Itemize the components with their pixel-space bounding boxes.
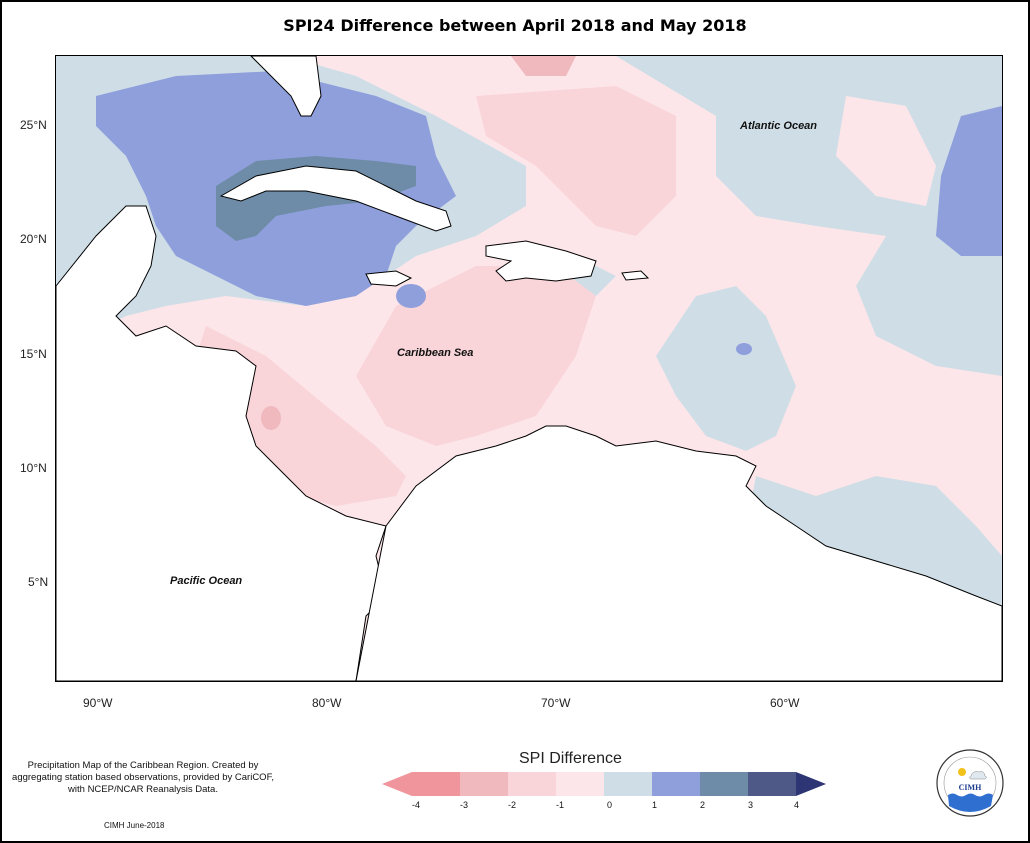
- legend-swatch: [556, 772, 604, 796]
- sun-icon: [958, 768, 966, 776]
- legend-tick: -1: [556, 800, 565, 810]
- lon-label-90w: 90°W: [83, 696, 113, 710]
- legend-tick: 2: [700, 800, 706, 810]
- lon-label-60w: 60°W: [770, 696, 800, 710]
- lat-label-5n: 5°N: [28, 575, 49, 589]
- waves-icon: [948, 793, 993, 812]
- spi-medium-blue-spot: [396, 284, 426, 308]
- atlantic-ocean-label: Atlantic Ocean: [740, 120, 818, 132]
- spi-pink-region: [356, 266, 596, 446]
- legend-swatch: [652, 772, 700, 796]
- legend-tick: -2: [508, 800, 517, 810]
- legend-swatch: [460, 772, 508, 796]
- legend-tick: 0: [607, 800, 613, 810]
- map-panel: [55, 55, 1003, 682]
- hispaniola-land: [485, 240, 597, 282]
- info-text: Precipitation Map of the Caribbean Regio…: [12, 760, 274, 795]
- lon-label-80w: 80°W: [312, 696, 342, 710]
- legend-arrow-left: [382, 772, 412, 796]
- florida-land: [250, 56, 322, 117]
- puerto-rico-land: [621, 270, 650, 281]
- spi-pink-region: [476, 86, 676, 236]
- logo-text: CIMH: [959, 783, 982, 792]
- spi-light-pink-region: [836, 96, 936, 206]
- lon-label-70w: 70°W: [541, 696, 571, 710]
- spi-medium-blue-spot: [736, 343, 752, 355]
- legend-tick: -4: [412, 800, 421, 810]
- spi-pink-region: [511, 56, 576, 76]
- legend-tick: -3: [460, 800, 469, 810]
- jamaica-land: [365, 270, 413, 287]
- legend-arrow-right: [796, 772, 826, 796]
- credit-text: CIMH June-2018: [104, 821, 165, 830]
- legend-tick: 1: [652, 800, 658, 810]
- caribbean-sea-label: Caribbean Sea: [397, 347, 474, 359]
- legend-colorbar: [382, 772, 826, 796]
- map-svg: [56, 56, 1002, 681]
- spi-pink-spot: [261, 406, 281, 430]
- spi-medium-blue-region: [936, 106, 1002, 256]
- legend-tick: 4: [794, 800, 800, 810]
- lat-label-25n: 25°N: [20, 118, 47, 132]
- lat-label-20n: 20°N: [20, 232, 47, 246]
- spi-light-blue-region: [656, 286, 796, 451]
- pacific-ocean-label: Pacific Ocean: [170, 575, 243, 587]
- lat-label-15n: 15°N: [20, 347, 47, 361]
- legend-swatch: [412, 772, 460, 796]
- south-america-land: [355, 425, 1002, 681]
- map-title: SPI24 Difference between April 2018 and …: [283, 16, 747, 35]
- cuba-land: [219, 165, 452, 232]
- cloud-icon: [969, 771, 987, 780]
- legend-swatch: [700, 772, 748, 796]
- legend-tick: 3: [748, 800, 754, 810]
- legend-swatch: [748, 772, 796, 796]
- legend-swatch: [508, 772, 556, 796]
- legend-swatch: [604, 772, 652, 796]
- legend-title: SPI Difference: [519, 750, 622, 767]
- cimh-logo: CIMH: [936, 749, 1004, 817]
- lat-label-10n: 10°N: [20, 461, 47, 475]
